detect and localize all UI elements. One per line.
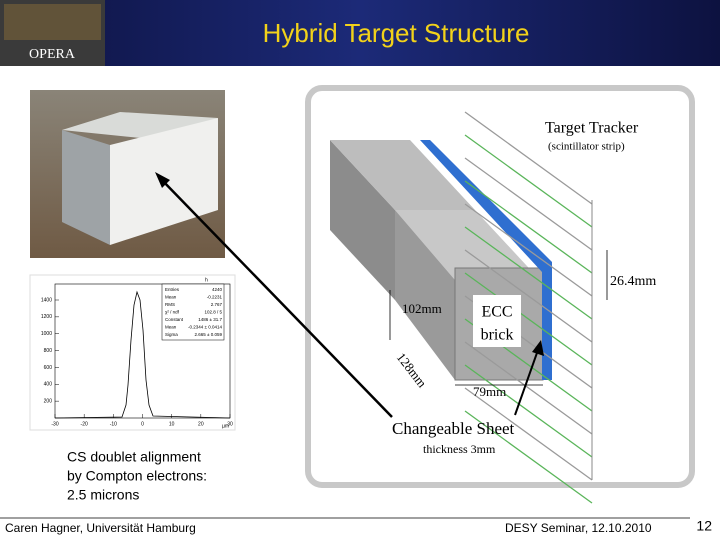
stats-label: RMS (165, 302, 175, 307)
diagram-label: (scintillator strip) (548, 141, 625, 153)
diagram-label: 102mm (402, 301, 442, 316)
caption-line: by Compton electrons: (67, 468, 207, 484)
arrow-line (159, 177, 393, 418)
tracker-strip (464, 226, 593, 320)
brick-back-top (330, 140, 475, 210)
stats-label: Constant (165, 317, 184, 322)
tracker-strip (464, 364, 593, 458)
stats-label: Sigma (165, 332, 178, 337)
y-tick-label: 1400 (41, 297, 52, 303)
tracker-strip (464, 180, 593, 274)
histogram-unit: µm (222, 423, 229, 429)
diagram-label: Target Tracker (545, 120, 639, 137)
stats-value: 2.665 ± 0.059 (195, 332, 223, 337)
brick-top (395, 210, 540, 280)
diagram-label: Changeable Sheet (392, 419, 515, 438)
y-tick-label: 600 (44, 365, 53, 371)
x-tick-label: -30 (51, 421, 58, 427)
x-tick-label: -10 (110, 421, 117, 427)
stats-value: -0.2231 (207, 295, 223, 300)
diagram-label: 26.4mm (610, 274, 656, 289)
stats-label: Entries (165, 287, 180, 292)
stats-value: 1486 ± 31.7 (198, 317, 222, 322)
caption-line: 2.5 microns (67, 487, 139, 503)
stats-label: Mean (165, 295, 177, 300)
y-tick-label: 400 (44, 382, 53, 388)
x-tick-label: 30 (227, 421, 233, 427)
page-number: 12 (696, 518, 712, 534)
tracker-strip (464, 341, 593, 435)
x-tick-label: -20 (81, 421, 88, 427)
header-band (0, 0, 720, 66)
stats-value: 102.8 / 5 (204, 310, 222, 315)
brick-side (395, 210, 455, 380)
x-tick-label: 0 (141, 421, 144, 427)
stats-value: 4240 (212, 287, 223, 292)
diagram-label: ECC (481, 304, 512, 321)
diagram-label: thickness 3mm (423, 442, 496, 456)
footer-author: Caren Hagner, Universität Hamburg (5, 521, 196, 535)
tracker-strip (464, 272, 593, 366)
diagram-label: 79mm (473, 384, 506, 399)
x-tick-label: 10 (169, 421, 175, 427)
y-tick-label: 200 (44, 398, 53, 404)
arrowhead (532, 340, 544, 356)
photo-brick-top (62, 112, 218, 140)
arrowhead (155, 172, 170, 188)
arrow-line (514, 349, 539, 416)
tracker-strip (464, 157, 593, 251)
slide-title: Hybrid Target Structure (263, 18, 530, 48)
y-tick-label: 1000 (41, 331, 52, 337)
stats-label: Mean (165, 325, 177, 330)
tracker-strip (464, 134, 593, 228)
x-tick-label: 20 (198, 421, 204, 427)
caption-line: CS doublet alignment (67, 449, 201, 465)
logo-building (4, 4, 101, 40)
logo-text: OPERA (29, 47, 76, 62)
y-tick-label: 1200 (41, 314, 52, 320)
y-tick-label: 800 (44, 348, 53, 354)
tracker-strip (464, 410, 593, 504)
stats-box (161, 283, 225, 341)
tracker-strip (464, 387, 593, 481)
stats-value: -0.2344 ± 0.0414 (188, 325, 222, 330)
brick-label-box (473, 295, 521, 347)
histogram-title: h (205, 277, 208, 283)
histogram-curve (54, 290, 231, 419)
tracker-strip (464, 203, 593, 297)
footer-event: DESY Seminar, 12.10.2010 (505, 521, 652, 535)
photo-brick-side (62, 130, 110, 245)
tracker-strip (464, 249, 593, 343)
brick-back-side (330, 140, 395, 300)
stats-value: 2.767 (211, 302, 223, 307)
diagram-label: brick (481, 327, 514, 344)
stats-label: χ² / ndf (165, 310, 180, 315)
tracker-strip (464, 111, 593, 205)
histogram: h µm 200 400 600 800 1000 1200 1400 -30 -20 -10 0 1… (29, 274, 236, 431)
